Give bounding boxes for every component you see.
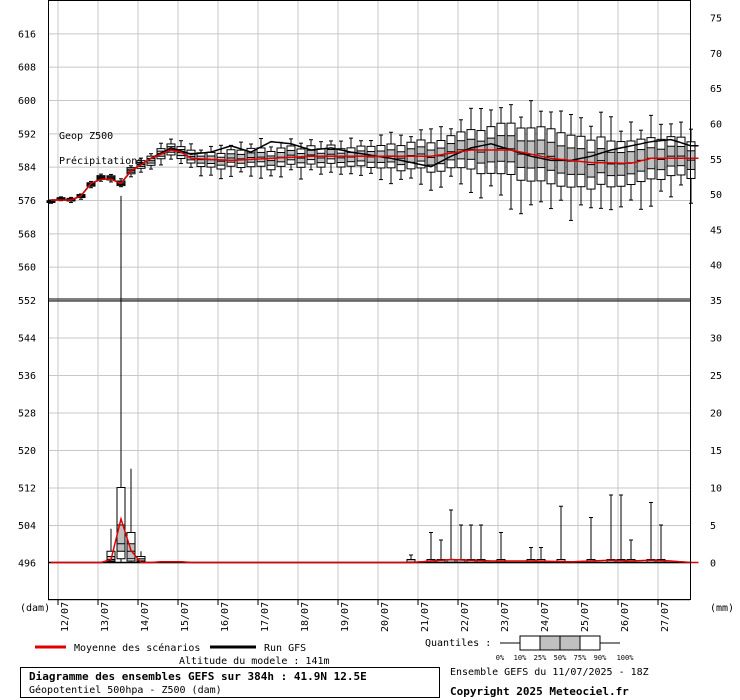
y-tick-label-right: 65 (710, 84, 722, 95)
run-label: Ensemble GEFS du 11/07/2025 - 18Z (450, 667, 649, 678)
x-tick-label: 26/07 (620, 602, 631, 632)
upper-panel-label: Précipitations (59, 155, 143, 167)
y-tick-label-left: 600 (18, 96, 36, 107)
y-tick-label-right: 15 (710, 446, 722, 457)
quantile-tick-label: 75% (574, 654, 587, 662)
y-tick-label-right: 0 (710, 559, 716, 570)
y-tick-label-left: 512 (18, 484, 36, 495)
title-box: Diagramme des ensembles GEFS sur 384h : … (20, 667, 440, 698)
y-tick-label-right: 35 (710, 296, 722, 307)
x-tick-label: 20/07 (380, 602, 391, 632)
upper-panel-label: Geop Z500 (59, 131, 113, 142)
quantile-tick-label: 10% (514, 654, 527, 662)
y-tick-label-left: 616 (18, 29, 36, 40)
x-tick-label: 18/07 (300, 602, 311, 632)
x-tick-label: 25/07 (580, 602, 591, 632)
y-tick-label-left: 576 (18, 196, 36, 207)
right-unit-label: (mm) (710, 603, 734, 614)
x-tick-label: 19/07 (340, 602, 351, 632)
y-tick-label-right: 55 (710, 155, 722, 166)
rain-mean-line (51, 516, 699, 564)
y-tick-label-right: 20 (710, 409, 722, 420)
chart-subtitle: Géopotentiel 500hpa - Z500 (dam) (29, 685, 222, 696)
y-tick-label-left: 504 (18, 521, 36, 532)
x-tick-label: 17/07 (260, 602, 271, 632)
y-tick-label-right: 75 (710, 14, 722, 25)
quantile-tick-label: 90% (594, 654, 607, 662)
x-tick-label: 14/07 (140, 602, 151, 632)
legend-label-mean: Moyenne des scénarios (74, 642, 200, 654)
y-tick-label-left: 568 (18, 229, 36, 240)
x-tick-label: 16/07 (220, 602, 231, 632)
quantile-tick-label: 100% (617, 654, 635, 662)
y-tick-label-right: 10 (710, 484, 722, 495)
x-tick-label: 24/07 (540, 602, 551, 632)
y-tick-label-left: 520 (18, 446, 36, 457)
y-tick-label-left: 584 (18, 163, 36, 174)
y-tick-label-right: 60 (710, 120, 722, 131)
quantile-tick-label: 50% (554, 654, 567, 662)
series-line-mean (51, 149, 699, 201)
x-tick-label: 15/07 (180, 602, 191, 632)
x-tick-label: 21/07 (420, 602, 431, 632)
y-tick-label-right: 70 (710, 49, 722, 60)
y-tick-label-right: 25 (710, 371, 722, 382)
x-tick-label: 23/07 (500, 602, 511, 632)
y-tick-label-left: 608 (18, 63, 36, 74)
plot-frame (48, 0, 691, 600)
quantiles-label: Quantiles : (425, 638, 491, 649)
y-tick-label-right: 40 (710, 261, 722, 272)
y-tick-label-left: 552 (18, 296, 36, 307)
y-tick-label-left: 528 (18, 409, 36, 420)
y-tick-label-right: 30 (710, 334, 722, 345)
y-tick-label-right: 5 (710, 521, 716, 532)
x-tick-label: 27/07 (660, 602, 671, 632)
left-unit-label: (dam) (20, 603, 50, 614)
legend-label-run: Run GFS (264, 643, 306, 654)
rain-box-outer (116, 487, 126, 560)
y-tick-label-right: 45 (710, 225, 722, 236)
y-tick-label-left: 536 (18, 371, 36, 382)
quantile-tick-label: 0% (496, 654, 505, 662)
y-tick-label-left: 544 (18, 334, 36, 345)
y-tick-label-left: 496 (18, 559, 36, 570)
y-tick-label-left: 592 (18, 129, 36, 140)
x-tick-label: 13/07 (100, 602, 111, 632)
x-tick-label: 12/07 (60, 602, 71, 632)
y-tick-label-right: 50 (710, 190, 722, 201)
chart-title: Diagramme des ensembles GEFS sur 384h : … (29, 670, 367, 683)
altitude-label: Altitude du modele : 141m (179, 656, 330, 667)
copyright-label: Copyright 2025 Meteociel.fr (450, 685, 629, 698)
x-tick-label: 22/07 (460, 602, 471, 632)
quantile-tick-label: 25% (534, 654, 547, 662)
y-tick-label-left: 560 (18, 263, 36, 274)
